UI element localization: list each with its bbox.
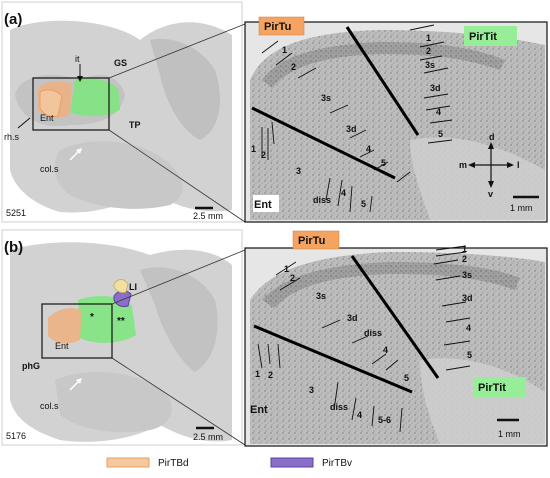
pirtit-badge: PirTit (478, 382, 506, 394)
layer-label: 5 (381, 158, 386, 168)
pirtbv-region (113, 290, 132, 308)
panel-b-overview: (b) LI * ** Ent phG col.s 5176 2.5 mm (1, 229, 246, 446)
layer-label: diss (330, 402, 348, 412)
layer-label: 1 (251, 144, 256, 154)
label-phg: phG (22, 361, 40, 371)
zoom-box (32, 77, 110, 131)
layer-label: 3d (430, 83, 441, 93)
pirtu-badge: PirTu (264, 21, 291, 33)
legend-swatch-pirtbv (270, 457, 314, 468)
layer-label: 4 (466, 323, 471, 333)
layer-label: 2 (462, 254, 467, 264)
panel-a-detail: d v m l 1 mm PirTu PirTit Ent 1 2 3s 3d … (244, 16, 548, 223)
layer-label: 2 (261, 150, 266, 160)
compass-lateral: l (517, 160, 520, 170)
label-ent: Ent (40, 113, 54, 123)
legend: PirTBd PirTBv (106, 457, 352, 469)
zoom-box (41, 303, 113, 359)
layer-label: 3s (425, 60, 435, 70)
layer-label: 1 (462, 244, 467, 254)
layer-label: 5 (467, 350, 472, 360)
pirtu-region (48, 308, 82, 344)
compass (468, 142, 514, 188)
label-star: * (90, 312, 94, 323)
layer-label: 3 (309, 385, 314, 395)
label-it: it (75, 54, 80, 64)
layer-label: 3s (316, 291, 326, 301)
label-double-star: ** (117, 316, 125, 327)
panel-letter: (a) (4, 11, 22, 28)
boundary-line (251, 106, 396, 180)
ent-label: Ent (254, 199, 272, 211)
layer-label: diss (364, 328, 382, 338)
layer-label: 1 (284, 264, 289, 274)
layer-label: 5 (404, 373, 409, 383)
scale-bar-label: 1 mm (510, 203, 533, 213)
scale-bar-label: 1 mm (498, 429, 521, 439)
panel-letter: (b) (4, 239, 23, 256)
compass-medial: m (459, 160, 467, 170)
legend-swatch-pirtbd (106, 457, 150, 468)
specimen-id: 5176 (6, 431, 26, 441)
legend-label-pirtbv: PirTBv (322, 458, 352, 469)
layer-label: 4 (366, 144, 371, 154)
compass-dorsal: d (489, 132, 495, 142)
pirtit-region (78, 296, 136, 343)
layer-label: 2 (290, 273, 295, 283)
label-gs: GS (114, 58, 127, 68)
layer-label: 3d (462, 293, 473, 303)
scale-bar-label: 2.5 mm (193, 211, 223, 221)
layer-label: 4 (436, 107, 441, 117)
panel-b: (b) LI * ** Ent phG col.s 5176 2.5 mm (1, 229, 548, 447)
label-cols: col.s (40, 164, 59, 174)
layer-label: 5-6 (378, 415, 391, 425)
layer-label: 4 (341, 188, 346, 198)
layer-label: 1 (282, 45, 287, 55)
label-cols: col.s (40, 401, 59, 411)
compass-ventral: v (488, 189, 493, 199)
boundary-line (253, 324, 413, 394)
pirtu-badge: PirTu (298, 235, 325, 247)
layer-label: 4 (357, 410, 362, 420)
layer-label: 3 (296, 166, 301, 176)
layer-label: 1 (426, 33, 431, 43)
layer-label: 2 (426, 46, 431, 56)
layer-label: 3s (321, 93, 331, 103)
layer-label: 3s (462, 270, 472, 280)
boundary-line (350, 255, 440, 379)
layer-label: 4 (383, 345, 388, 355)
layer-label: diss (313, 195, 331, 205)
layer-label: 5 (361, 199, 366, 209)
panel-a: (a) it GS TP Ent rh.s col.s 5251 2.5 mm (1, 1, 548, 223)
label-rhs: rh.s (4, 132, 20, 142)
panel-a-overview: (a) it GS TP Ent rh.s col.s 5251 2.5 mm (1, 1, 246, 223)
legend-label-pirtbd: PirTBd (158, 458, 189, 469)
layer-label: 3d (347, 313, 358, 323)
label-tp: TP (129, 120, 141, 130)
boundary-line (345, 26, 420, 136)
layer-label: 5 (438, 129, 443, 139)
panel-b-detail: 1 mm PirTu PirTit Ent 1 2 3s 3d 4 5 1 2 … (244, 230, 548, 447)
pirtit-region (70, 77, 120, 117)
layer-label: 2 (268, 370, 273, 380)
label-li: LI (129, 282, 137, 292)
pirtit-badge: PirTit (469, 31, 497, 43)
layer-label: 3d (346, 124, 357, 134)
specimen-id: 5251 (6, 208, 26, 218)
layer-label: 2 (291, 62, 296, 72)
label-ent: Ent (55, 341, 69, 351)
scale-bar-label: 2.5 mm (193, 432, 223, 442)
layer-label: 1 (255, 369, 260, 379)
ent-label: Ent (250, 404, 268, 416)
